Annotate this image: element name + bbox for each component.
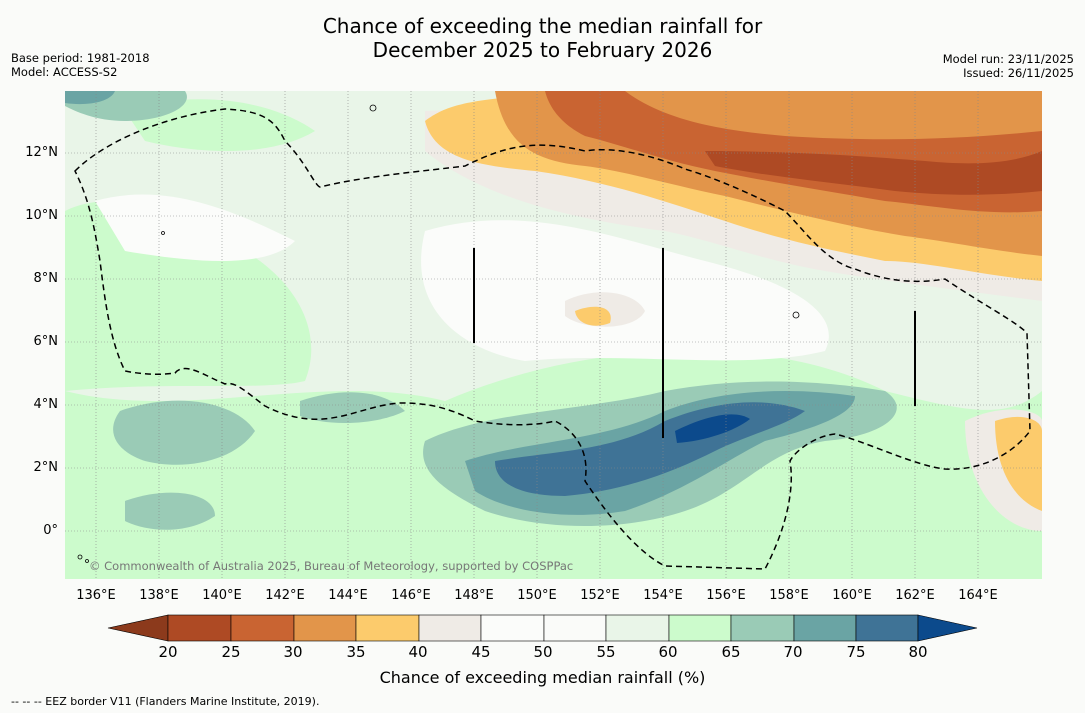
colorbar-tick: 80 [908,643,928,661]
colorbar-tick: 20 [158,643,178,661]
dry-anomaly-band [425,91,1042,511]
wet-anomaly-band [65,91,897,530]
zone-35-40-east [995,416,1042,511]
colorbar-tick: 30 [283,643,303,661]
zone-above-80 [675,414,750,443]
zone-70-75-nw [65,91,115,105]
eez-footnote: -- -- -- EEZ border V11 (Flanders Marine… [11,695,320,708]
colorbar-tick: 35 [346,643,366,661]
map-title: Chance of exceeding the median rainfall … [0,14,1085,62]
lon-label-142e: 142°E [265,588,305,603]
lat-label-8n: 8°N [33,271,59,286]
lon-label-150e: 150°E [517,588,557,603]
colorbar-60-65 [668,614,732,642]
graticule [65,91,1042,579]
colorbar [107,614,978,642]
zone-65-70-mid [300,392,405,423]
lon-label-148e: 148°E [454,588,494,603]
lat-label-6n: 6°N [33,334,59,349]
lon-label-162e: 162°E [895,588,935,603]
zone-65-70-west [113,400,255,465]
colorbar-30-35 [293,614,357,642]
zone-45-55-west [95,194,295,261]
zone-45-55-center [421,220,829,361]
model-name: Model: ACCESS-S2 [11,65,118,79]
base-period: Base period: 1981-2018 [11,51,150,65]
colorbar-tick: 40 [408,643,428,661]
eez-border [74,108,1031,570]
colorbar-tick: 60 [658,643,678,661]
dateline-bars [473,248,916,438]
colorbar-25-30 [230,614,295,642]
colorbar-tick: 55 [596,643,616,661]
lon-label-146e: 146°E [391,588,431,603]
meta-left: Base period: 1981-2018 Model: ACCESS-S2 [11,51,150,79]
title-line-1: Chance of exceeding the median rainfall … [322,14,763,38]
model-run: Model run: 23/11/2025 [942,52,1074,66]
map-svg [65,91,1042,579]
colorbar-tick: 70 [783,643,803,661]
issued-date: Issued: 26/11/2025 [963,66,1074,80]
colorbar-tick: 45 [471,643,491,661]
lon-label-136e: 136°E [76,588,116,603]
lat-label-0: 0° [43,523,58,538]
lon-label-138e: 138°E [139,588,179,603]
colorbar-tick: 75 [846,643,866,661]
lat-label-12n: 12°N [25,145,58,160]
lat-label-2n: 2°N [33,460,59,475]
colorbar-below-20 [107,614,169,642]
colorbar-tick: 50 [533,643,553,661]
copyright-notice: © Commonwealth of Australia 2025, Bureau… [89,559,574,573]
colorbar-65-70 [730,614,795,642]
lat-label-10n: 10°N [25,208,58,223]
rainfall-map: © Commonwealth of Australia 2025, Bureau… [65,91,1042,579]
islands [77,104,800,563]
lon-label-156e: 156°E [706,588,746,603]
lon-label-152e: 152°E [580,588,620,603]
zone-20-25 [705,151,1042,195]
zone-35-40-center [575,306,611,326]
colorbar-55-60 [605,614,670,642]
colorbar-45-50 [480,614,545,642]
zone-65-70-sw [125,492,215,530]
lon-label-158e: 158°E [769,588,809,603]
lon-label-144e: 144°E [328,588,368,603]
colorbar-75-80 [855,614,919,642]
lon-label-140e: 140°E [202,588,242,603]
colorbar-above-80 [917,614,978,642]
title-line-2: December 2025 to February 2026 [372,38,713,62]
colorbar-title: Chance of exceeding median rainfall (%) [379,668,706,687]
colorbar-40-45 [418,614,482,642]
lon-label-164e: 164°E [958,588,998,603]
lon-label-154e: 154°E [643,588,683,603]
colorbar-70-75 [793,614,857,642]
colorbar-tick: 25 [221,643,241,661]
meta-right: Model run: 23/11/2025 Issued: 26/11/2025 [943,52,1074,80]
colorbar-tick: 65 [721,643,741,661]
lon-label-160e: 160°E [832,588,872,603]
colorbar-35-40 [355,614,420,642]
lat-label-4n: 4°N [33,397,59,412]
colorbar-50-55 [543,614,607,642]
colorbar-20-25 [167,614,232,642]
